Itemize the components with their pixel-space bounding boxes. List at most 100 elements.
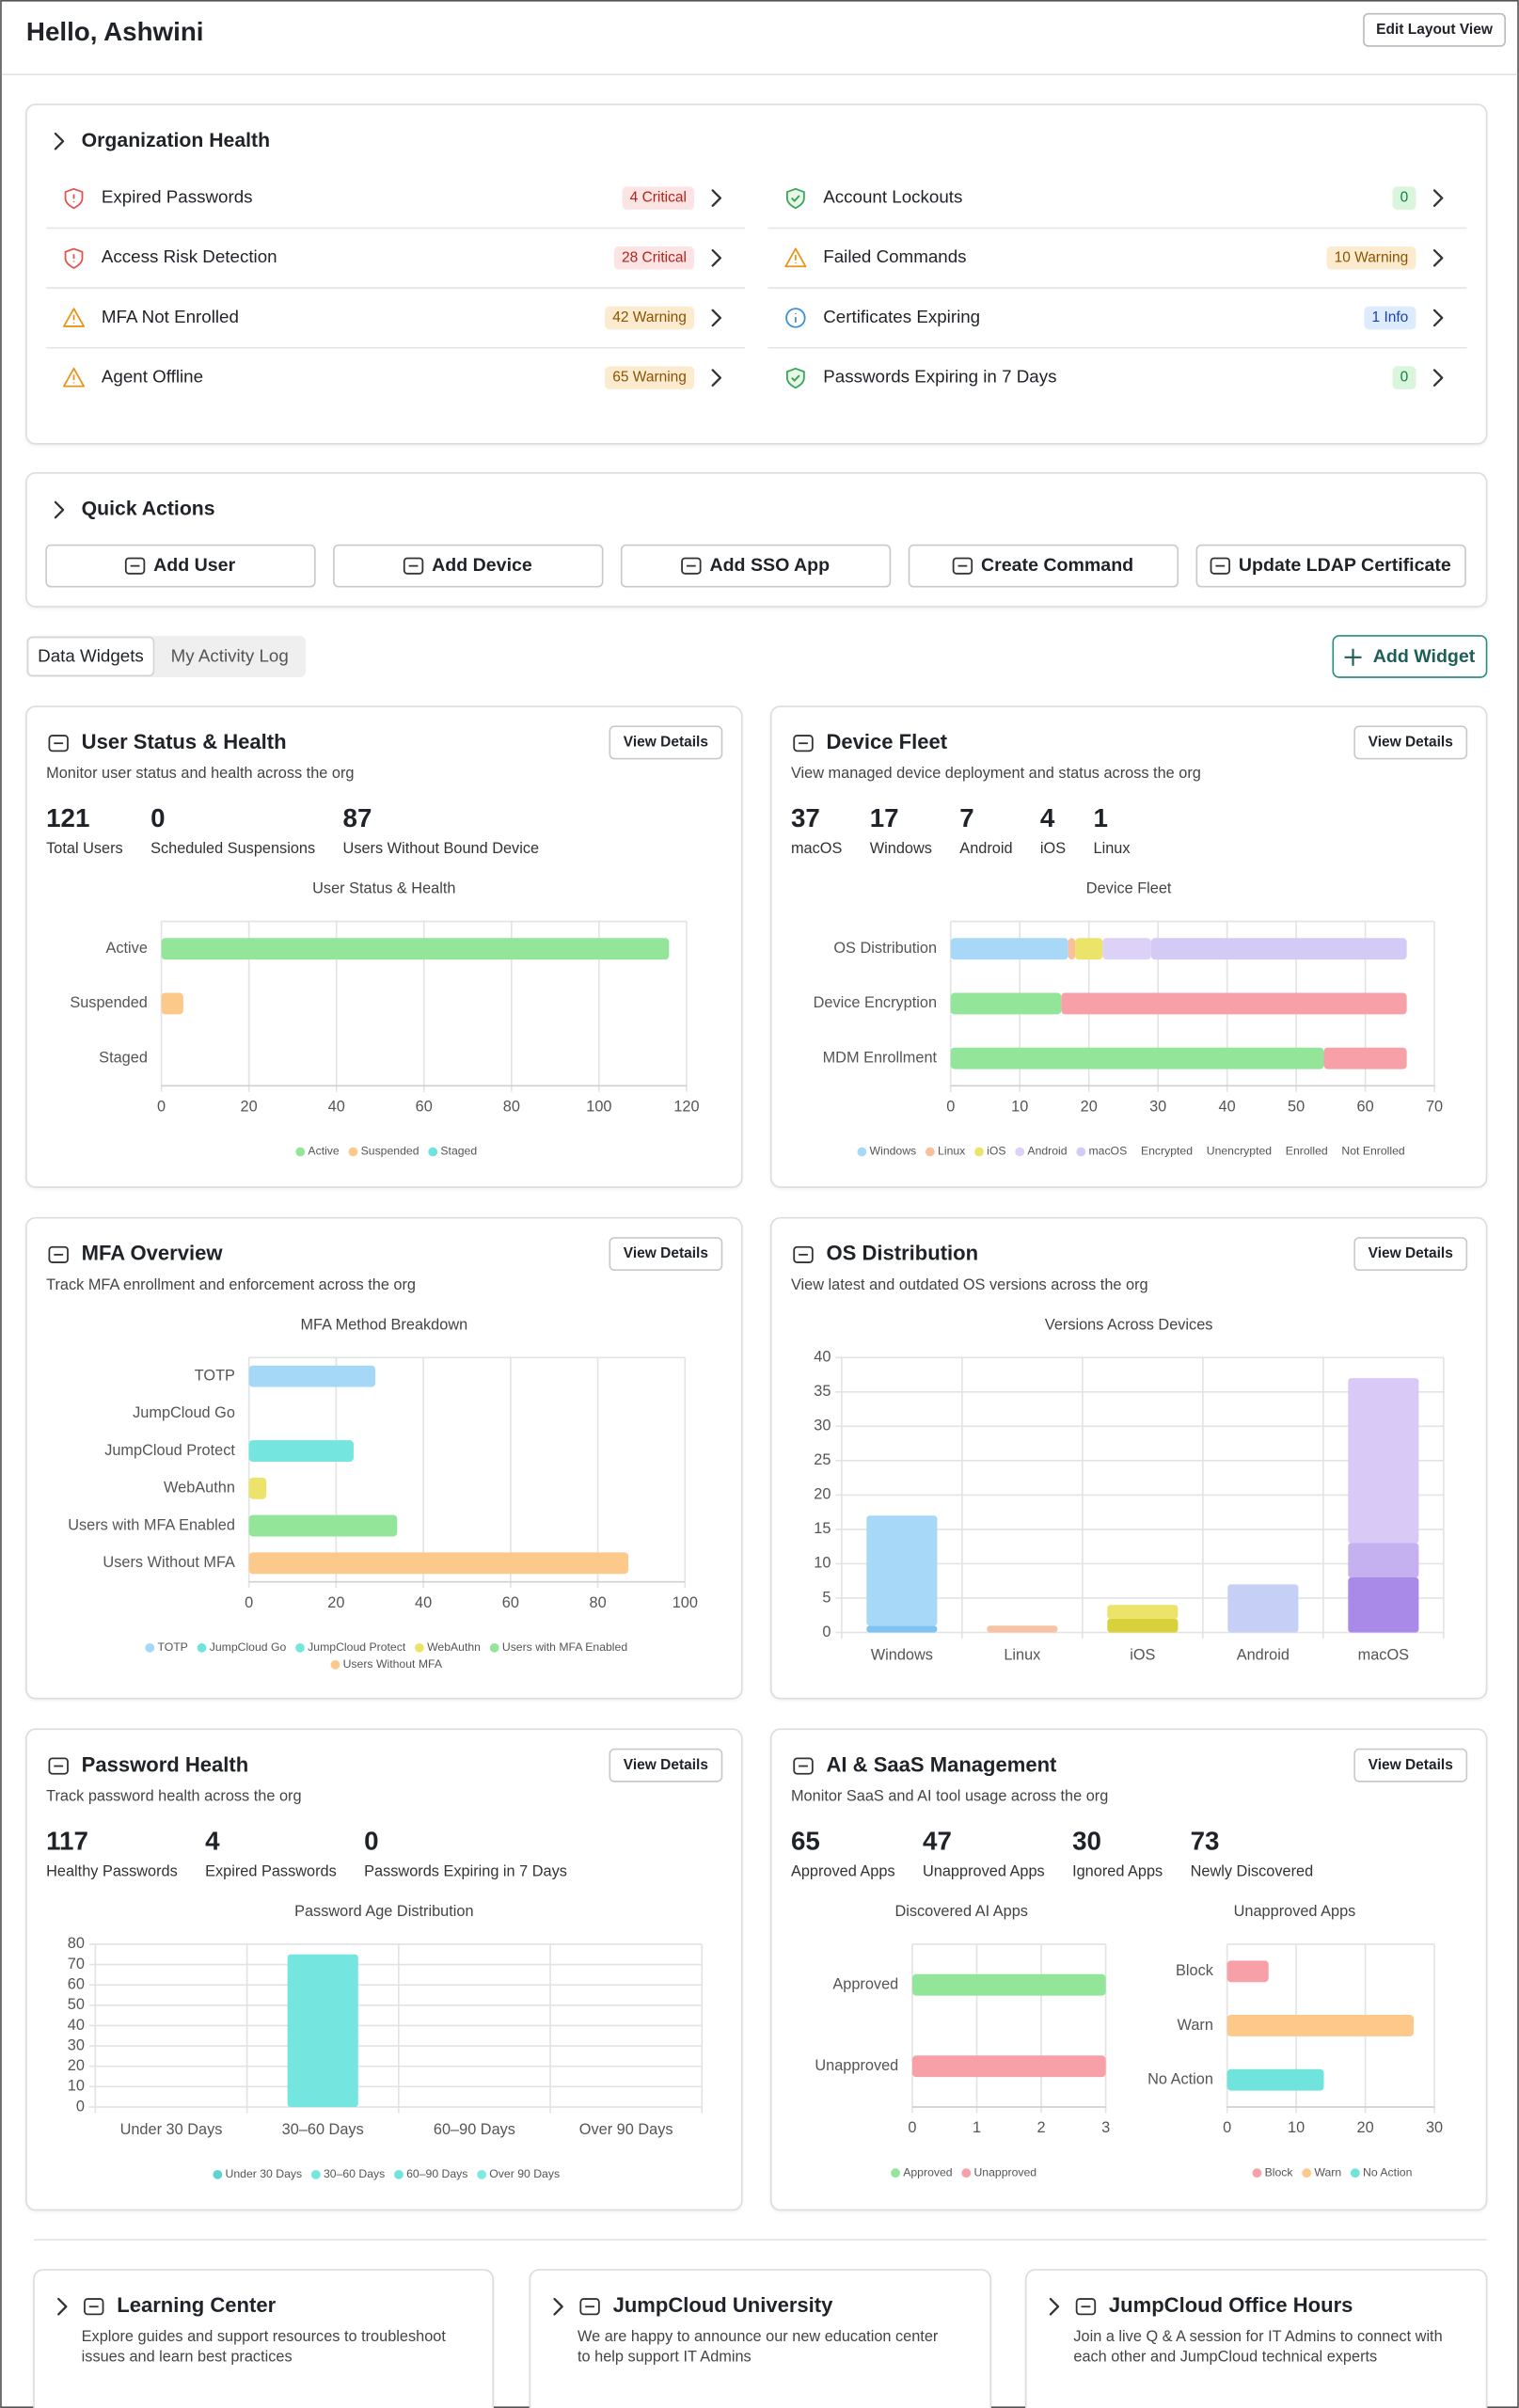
action-button[interactable] (620, 544, 892, 588)
legend-item[interactable]: macOS (1076, 1145, 1127, 1158)
button-label[interactable]: View Details (624, 1757, 708, 1773)
view-details-button[interactable] (1353, 1748, 1468, 1782)
view-details-button[interactable] (609, 1237, 723, 1272)
legend-item[interactable]: 30–60 Days (310, 2167, 385, 2180)
bar (1150, 938, 1407, 960)
bar (1348, 1543, 1419, 1578)
legend-item[interactable]: 60–90 Days (394, 2167, 467, 2180)
action-button[interactable] (333, 544, 604, 588)
legend-item[interactable]: iOS (974, 1145, 1006, 1158)
legend-item[interactable]: Encrypted (1141, 1145, 1193, 1158)
button-label[interactable]: Create Command (981, 555, 1133, 576)
legend-item[interactable]: Windows (857, 1145, 916, 1158)
bar (1107, 1618, 1179, 1633)
widget-title: Password Health (82, 1752, 249, 1776)
legend-item[interactable]: Warn (1302, 2165, 1341, 2178)
badge-label: 42 Warning (612, 309, 687, 325)
stat-value: 30 (1072, 1827, 1101, 1856)
legend-item[interactable]: Users Without MFA (330, 1657, 443, 1671)
chevron[interactable] (1049, 2297, 1060, 2316)
legend-item[interactable]: Under 30 Days (213, 2167, 302, 2180)
button-label[interactable]: Add SSO App (709, 555, 830, 576)
legend-item[interactable]: Unapproved (961, 2165, 1036, 2178)
legend-item[interactable]: WebAuthn (415, 1640, 481, 1654)
legend-item[interactable]: Over 90 Days (477, 2167, 560, 2180)
stat-label: Expired Passwords (205, 1863, 337, 1880)
legend-item[interactable]: JumpCloud Protect (295, 1640, 406, 1654)
legend-item[interactable]: TOTP (145, 1640, 188, 1654)
stat-value: 87 (343, 803, 372, 832)
x-tick-label: 120 (673, 1098, 699, 1115)
resource-description: issues and learn best practices (82, 2348, 293, 2365)
button-label[interactable]: Edit Layout View (1376, 22, 1494, 38)
tab[interactable] (26, 636, 155, 677)
chevron[interactable] (54, 500, 65, 519)
chevron[interactable] (711, 369, 722, 387)
legend-item[interactable]: Unencrypted (1207, 1145, 1273, 1158)
icon (793, 735, 814, 752)
legend-item[interactable]: Approved (891, 2165, 953, 2178)
legend-item[interactable]: Android (1015, 1145, 1068, 1158)
action-button[interactable] (908, 544, 1179, 588)
legend-item[interactable]: Active (295, 1145, 340, 1158)
chevron[interactable] (711, 189, 722, 207)
chart-title: Password Age Distribution (294, 1903, 473, 1920)
tab-label[interactable]: My Activity Log (171, 646, 289, 666)
x-tick-label: 60 (416, 1098, 433, 1115)
legend-marker (489, 1642, 499, 1653)
button-label[interactable]: Add Device (432, 555, 532, 576)
chevron[interactable] (1432, 248, 1444, 267)
tab-label[interactable]: Data Widgets (38, 646, 144, 666)
legend-item[interactable]: Staged (428, 1145, 477, 1158)
status-icon (791, 374, 800, 382)
legend-label: Encrypted (1141, 1145, 1193, 1158)
badge (1326, 246, 1416, 270)
button-label[interactable]: View Details (1369, 734, 1453, 750)
legend-item[interactable]: Linux (925, 1145, 965, 1158)
action-button[interactable] (1195, 544, 1466, 588)
action-button[interactable] (45, 544, 316, 588)
chevron[interactable] (711, 248, 722, 267)
x-tick-label: 40 (328, 1098, 345, 1115)
edit-layout-button[interactable] (1363, 12, 1506, 47)
button-label[interactable]: View Details (1369, 1757, 1453, 1773)
legend-item[interactable]: Enrolled (1286, 1145, 1328, 1158)
bar (866, 1625, 938, 1633)
legend-label: No Action (1363, 2165, 1413, 2178)
stat-label: iOS (1040, 840, 1066, 857)
button-label[interactable]: View Details (624, 1245, 708, 1261)
category-label: Unapproved (815, 2057, 898, 2074)
category-label: Under 30 Days (120, 2121, 223, 2138)
view-details-button[interactable] (609, 1748, 723, 1782)
chevron[interactable] (711, 309, 722, 327)
status-icon (63, 367, 86, 388)
button-label[interactable]: Add User (153, 555, 235, 576)
add-widget-button[interactable] (1332, 635, 1488, 678)
chevron[interactable] (1432, 369, 1444, 387)
chevron[interactable] (1432, 309, 1444, 327)
legend-item[interactable]: Block (1252, 2165, 1294, 2178)
button-label[interactable]: Add Widget (1373, 646, 1476, 667)
bar (950, 938, 1068, 960)
chevron[interactable] (54, 132, 65, 150)
legend-marker (348, 1147, 358, 1157)
button-label[interactable]: Update LDAP Certificate (1239, 555, 1451, 576)
button-label[interactable]: View Details (624, 734, 708, 750)
legend-item[interactable]: JumpCloud Go (197, 1640, 287, 1654)
bar (911, 2055, 1106, 2078)
y-tick-label: 0 (822, 1624, 831, 1640)
resource-description: to help support IT Admins (578, 2348, 752, 2365)
legend-item[interactable]: Suspended (348, 1145, 419, 1158)
view-details-button[interactable] (1353, 1237, 1468, 1272)
legend-item[interactable]: No Action (1350, 2165, 1413, 2178)
legend-item[interactable]: Users with MFA Enabled (489, 1640, 628, 1654)
legend-item[interactable]: Not Enrolled (1341, 1145, 1405, 1158)
button-label[interactable]: View Details (1369, 1245, 1453, 1261)
view-details-button[interactable] (1353, 725, 1468, 760)
view-details-button[interactable] (609, 725, 723, 760)
chevron[interactable] (1432, 189, 1444, 207)
chevron[interactable] (57, 2297, 68, 2316)
stat-label: Android (959, 840, 1012, 857)
chevron[interactable] (553, 2297, 563, 2316)
legend: Approved Unapproved (891, 2165, 1036, 2178)
